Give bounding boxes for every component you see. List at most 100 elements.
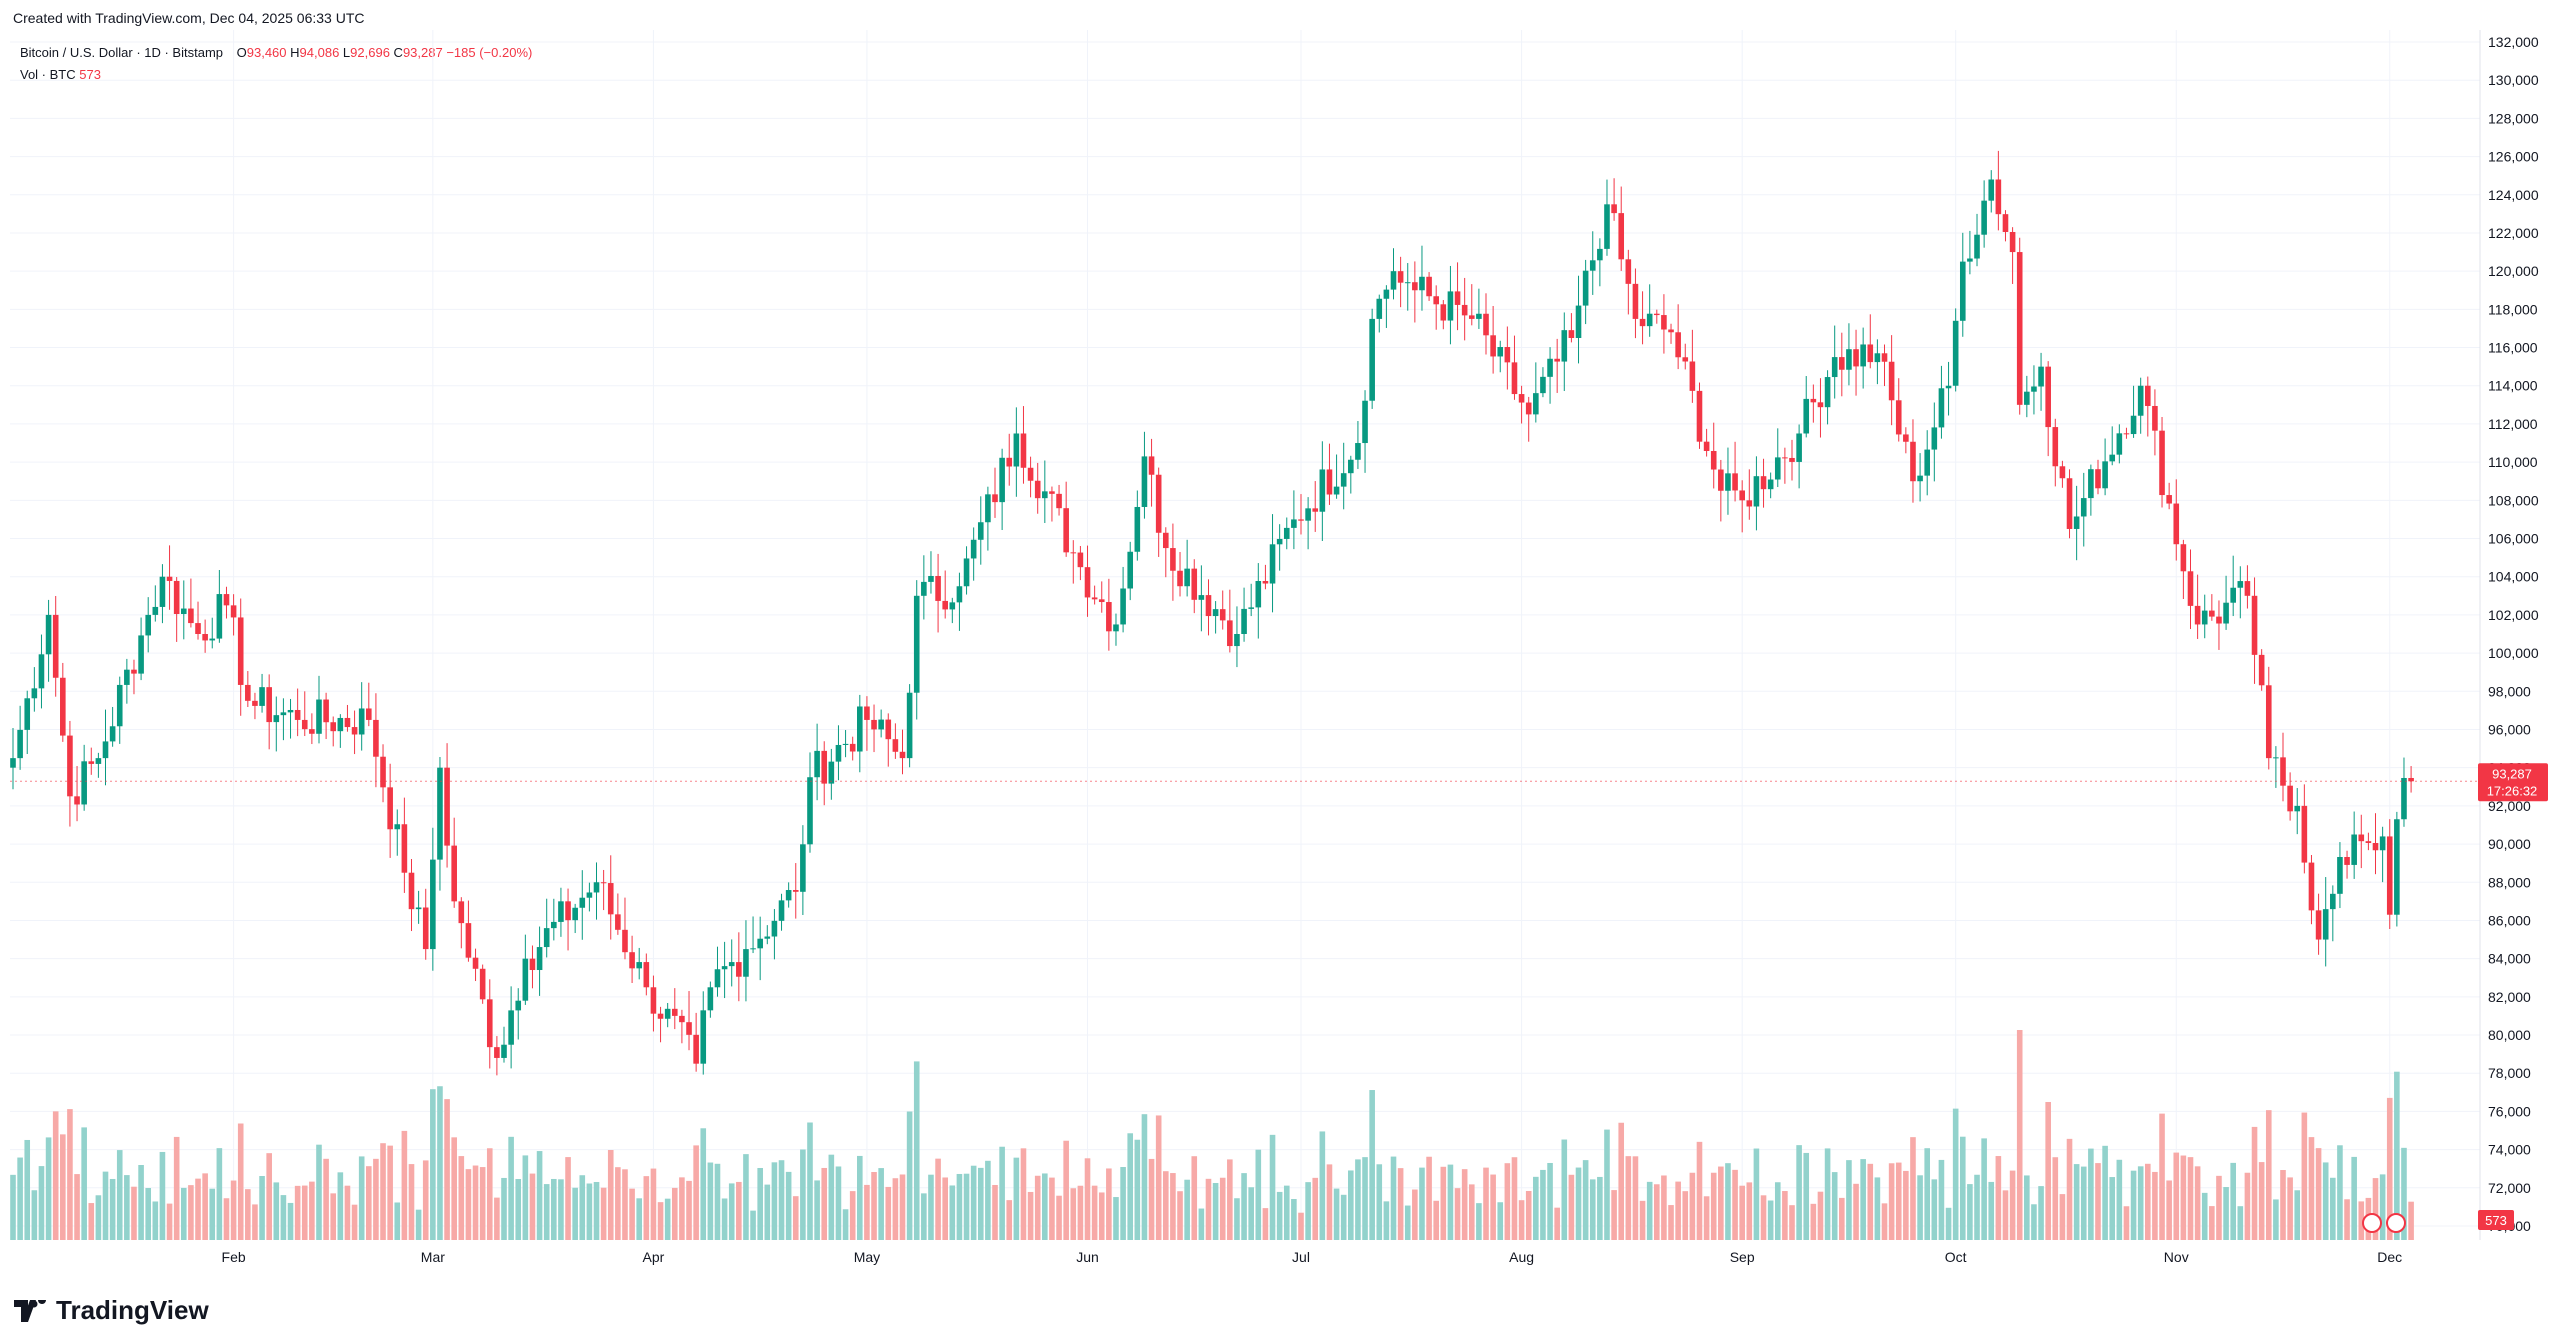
candle-body — [1483, 313, 1489, 336]
candle-body — [45, 614, 52, 655]
volume-bar — [629, 1188, 635, 1240]
volume-bar — [1383, 1201, 1390, 1240]
tradingview-logo[interactable]: TradingView — [14, 1295, 209, 1326]
candle-body — [664, 1008, 671, 1019]
volume-bar — [287, 1202, 294, 1240]
candle-body — [1276, 538, 1283, 545]
candle-body — [1340, 473, 1347, 487]
volume-bar — [1639, 1200, 1646, 1240]
candle-body — [1782, 457, 1788, 459]
event-flag-icon[interactable] — [2362, 1213, 2382, 1233]
volume-bar — [935, 1158, 941, 1240]
candle-body — [1141, 456, 1148, 507]
candle-body — [280, 712, 287, 716]
volume-bar — [1881, 1203, 1888, 1240]
y-tick-label: 100,000 — [2488, 645, 2539, 661]
candle-body — [871, 719, 877, 730]
volume-bar — [1077, 1185, 1084, 1240]
candle-body — [970, 539, 977, 559]
candle-body — [1561, 330, 1568, 362]
volume-bar — [1390, 1156, 1397, 1240]
volume-bar — [223, 1198, 230, 1240]
candle-body — [2059, 466, 2066, 479]
volume-bar — [1533, 1176, 1539, 1240]
candle-body — [152, 606, 159, 615]
price-chart[interactable]: 70,00072,00074,00076,00078,00080,00082,0… — [0, 0, 2560, 1290]
volume-bar — [1305, 1182, 1311, 1240]
candle-body — [714, 969, 721, 988]
volume-bar — [1632, 1156, 1639, 1240]
volume-bar — [1326, 1164, 1333, 1240]
symbol-label[interactable]: Bitcoin / U.S. Dollar · 1D · Bitstamp — [20, 45, 223, 60]
y-tick-label: 72,000 — [2488, 1180, 2531, 1196]
candle-body — [1518, 394, 1525, 403]
y-tick-label: 96,000 — [2488, 721, 2531, 737]
volume-bar — [2002, 1190, 2009, 1240]
candle-body — [1789, 457, 1795, 462]
candle-body — [2194, 605, 2201, 625]
candle-body — [1376, 298, 1383, 319]
candle-body — [323, 699, 329, 723]
volume-bar — [643, 1176, 650, 1240]
volume-bar — [1155, 1115, 1162, 1240]
candle-body — [252, 700, 258, 706]
candle-body — [17, 729, 23, 759]
volume-bar — [458, 1156, 465, 1240]
y-tick-label: 112,000 — [2488, 416, 2538, 432]
volume-bar — [1262, 1208, 1269, 1240]
volume-bar — [1177, 1191, 1183, 1240]
volume-bar — [1369, 1090, 1375, 1240]
candle-body — [1682, 357, 1689, 362]
volume-bar — [2394, 1071, 2400, 1240]
candle-body — [2130, 415, 2137, 435]
candle-body — [885, 719, 892, 740]
candle-body — [2166, 495, 2172, 504]
volume-bar — [1582, 1160, 1589, 1240]
event-flag-icon[interactable] — [2386, 1213, 2406, 1233]
candle-body — [721, 966, 728, 970]
volume-bar — [977, 1167, 984, 1240]
volume-bar — [1412, 1189, 1418, 1240]
candle-body — [1433, 296, 1439, 305]
volume-bar — [415, 1209, 422, 1240]
candle-body — [2216, 616, 2222, 624]
volume-bar — [857, 1155, 863, 1240]
volume-bar — [2308, 1137, 2315, 1240]
volume-bar — [2330, 1177, 2336, 1240]
volume-bar — [1063, 1140, 1069, 1240]
volume-bar — [2187, 1157, 2194, 1240]
candle-body — [1959, 261, 1966, 321]
candle-body — [1397, 271, 1404, 283]
volume-bar — [565, 1157, 571, 1240]
candle-body — [2401, 777, 2407, 820]
y-tick-label: 132,000 — [2488, 34, 2539, 50]
candle-body — [24, 698, 31, 730]
candle-body — [2372, 842, 2379, 851]
volume-bar — [1910, 1137, 1916, 1240]
candle-body — [1995, 179, 2002, 215]
volume-bar — [906, 1111, 913, 1240]
candle-body — [842, 743, 849, 745]
candle-body — [2052, 427, 2059, 467]
volume-bar — [2016, 1030, 2023, 1240]
candle-body — [1412, 282, 1418, 291]
candle-body — [629, 952, 635, 969]
volume-bar — [358, 1156, 365, 1240]
x-tick-label: Feb — [222, 1249, 246, 1265]
volume-bar — [1789, 1205, 1795, 1240]
volume-bar — [807, 1122, 813, 1240]
volume-bar — [1162, 1171, 1169, 1240]
candle-body — [451, 845, 457, 902]
candle-body — [444, 767, 450, 846]
candle-body — [2102, 461, 2108, 489]
y-tick-label: 76,000 — [2488, 1103, 2531, 1119]
candle-body — [2159, 430, 2165, 496]
volume-bar — [2201, 1192, 2208, 1240]
volume-label[interactable]: Vol · BTC — [20, 67, 76, 82]
volume-bar — [508, 1136, 514, 1240]
volume-bar — [1020, 1148, 1027, 1240]
volume-bar — [1490, 1174, 1496, 1240]
volume-bar — [1319, 1131, 1326, 1240]
volume-bar — [401, 1130, 408, 1240]
volume-bar — [45, 1137, 52, 1240]
